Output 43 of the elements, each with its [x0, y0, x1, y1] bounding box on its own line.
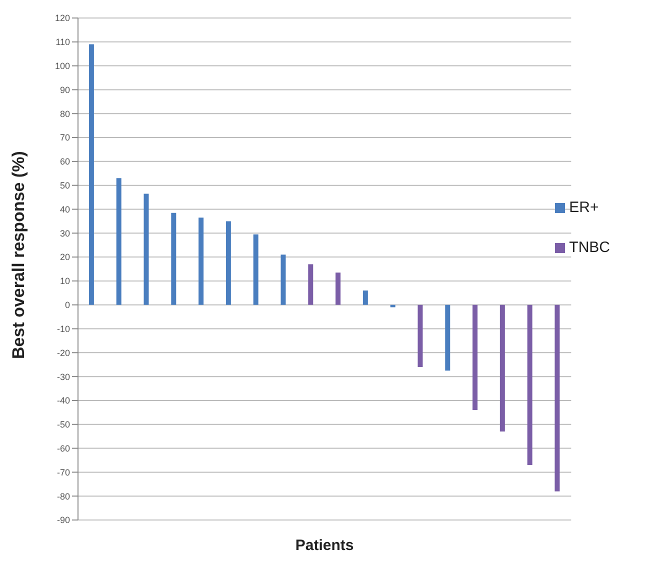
bar — [280, 254, 286, 305]
y-tick-label: 60 — [60, 156, 70, 167]
y-tick-label: 100 — [54, 61, 70, 72]
bar — [308, 264, 314, 305]
bar — [500, 304, 505, 432]
y-tick-label: 50 — [60, 180, 70, 191]
y-tick-label: -90 — [56, 515, 70, 526]
bar — [144, 194, 149, 305]
y-tick-label: 10 — [60, 276, 70, 286]
y-tick-label: -70 — [56, 467, 70, 478]
bar — [226, 221, 231, 305]
bar — [554, 304, 560, 492]
y-tick-label: 30 — [60, 228, 70, 238]
x-axis-title: Patients — [295, 537, 354, 554]
y-tick-label: -60 — [56, 443, 70, 454]
legend-label: ER+ — [569, 199, 599, 216]
bar — [116, 178, 122, 305]
bar — [171, 212, 176, 305]
y-tick-label: 80 — [60, 108, 70, 119]
y-tick-label: 120 — [54, 13, 70, 24]
y-tick-label: 70 — [60, 132, 70, 143]
y-tick-label: 40 — [60, 204, 70, 214]
y-tick-label: -30 — [56, 372, 70, 382]
bar — [253, 234, 258, 305]
bar — [418, 304, 423, 368]
y-tick-label: -20 — [56, 348, 70, 358]
bar — [527, 304, 532, 466]
y-tick-label: 0 — [64, 300, 70, 310]
bar — [336, 272, 341, 305]
bar — [88, 44, 94, 305]
legend-label: TNBC — [569, 239, 610, 256]
y-tick-label: 110 — [56, 37, 70, 48]
y-tick-label: -80 — [56, 491, 70, 502]
bar — [362, 290, 368, 305]
bar — [472, 304, 478, 410]
y-tick-label: -40 — [56, 396, 70, 406]
bar — [198, 218, 204, 305]
y-tick-label: -50 — [56, 420, 70, 430]
y-axis-title: Best overall response (%) — [9, 151, 28, 359]
y-tick-label: 90 — [60, 84, 70, 95]
bar — [445, 304, 450, 371]
y-tick-label: 20 — [60, 252, 70, 262]
y-tick-label: -10 — [56, 324, 70, 334]
